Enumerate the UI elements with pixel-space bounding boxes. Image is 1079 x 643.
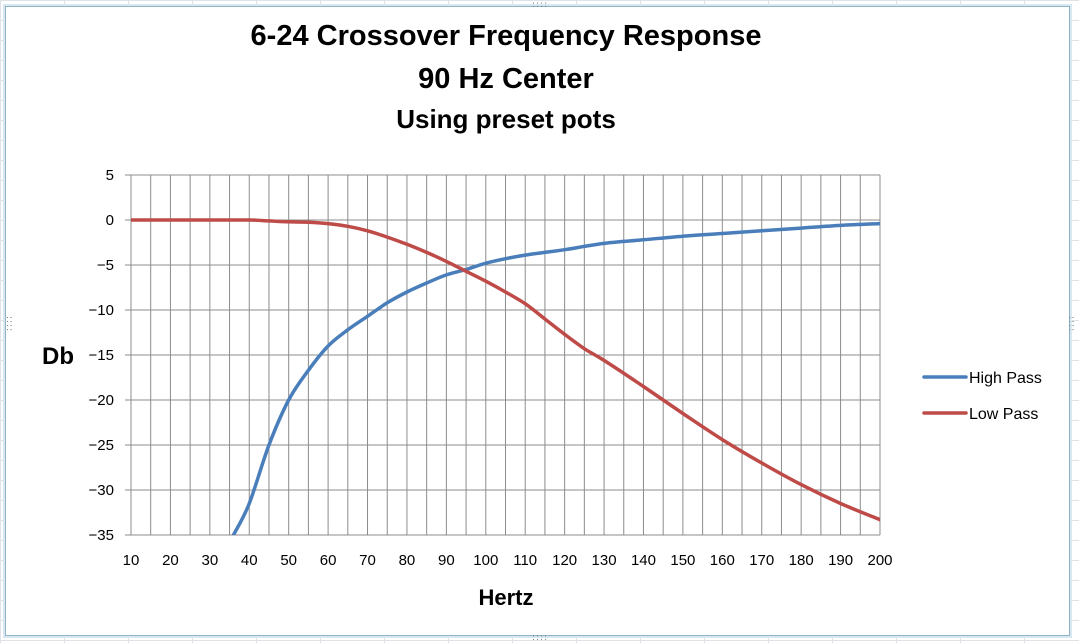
y-tick-label: −5 xyxy=(97,257,114,274)
x-tick-label: 40 xyxy=(241,552,258,569)
chart-legend[interactable]: High Pass Low Pass xyxy=(922,370,1042,423)
y-tick-label: −30 xyxy=(89,482,114,499)
x-tick-label: 120 xyxy=(552,552,577,569)
chart-title: 6-24 Crossover Frequency Response xyxy=(251,20,762,52)
x-tick-label: 70 xyxy=(359,552,376,569)
y-tick-label: −35 xyxy=(89,527,114,544)
x-tick-label: 190 xyxy=(828,552,853,569)
legend-label-low-pass: Low Pass xyxy=(969,406,1038,423)
y-tick-label: −15 xyxy=(89,347,114,364)
x-tick-label: 160 xyxy=(710,552,735,569)
x-tick-label: 100 xyxy=(473,552,498,569)
x-tick-label: 170 xyxy=(749,552,774,569)
x-tick-label: 140 xyxy=(631,552,656,569)
x-tick-label: 180 xyxy=(789,552,814,569)
y-tick-label: 0 xyxy=(106,212,114,229)
y-tick-label: −25 xyxy=(89,437,114,454)
x-tick-label: 110 xyxy=(513,552,537,569)
resize-handle-top[interactable]: :::: xyxy=(532,0,549,10)
chart-subtitle-secondary: Using preset pots xyxy=(396,104,616,134)
chart-frame[interactable] xyxy=(5,6,1070,636)
series-lines xyxy=(131,218,880,535)
x-tick-label: 200 xyxy=(867,552,892,569)
series-line-low-pass xyxy=(131,218,880,522)
resize-handle-left[interactable]: :::: xyxy=(4,316,14,333)
series-line-high-pass xyxy=(231,221,880,535)
plot-gridlines xyxy=(125,174,881,536)
resize-handle-right[interactable]: :::: xyxy=(1066,316,1076,333)
y-tick-label: 5 xyxy=(106,167,114,184)
x-axis-label: Hertz xyxy=(478,585,533,610)
y-axis-label: Db xyxy=(42,343,74,370)
chart-subtitle: 90 Hz Center xyxy=(418,63,594,95)
x-tick-label: 80 xyxy=(399,552,416,569)
x-tick-label: 150 xyxy=(670,552,695,569)
resize-handle-bottom[interactable]: :::: xyxy=(532,633,549,643)
legend-label-high-pass: High Pass xyxy=(969,370,1042,387)
x-tick-label: 50 xyxy=(280,552,297,569)
x-tick-label: 10 xyxy=(123,552,140,569)
x-axis-tick-labels: 10 20 30 40 50 60 70 80 90 100 110 120 130 140 150 160 1… xyxy=(123,552,893,569)
y-tick-label: −20 xyxy=(89,392,114,409)
x-tick-label: 90 xyxy=(438,552,455,569)
y-tick-label: −10 xyxy=(89,302,114,319)
x-tick-label: 20 xyxy=(162,552,179,569)
x-tick-label: 30 xyxy=(201,552,218,569)
y-axis-tick-labels: 5 0 −5 −10 −15 −20 −25 −30 −35 xyxy=(89,167,114,544)
x-tick-label: 60 xyxy=(320,552,337,569)
x-tick-label: 130 xyxy=(592,552,617,569)
